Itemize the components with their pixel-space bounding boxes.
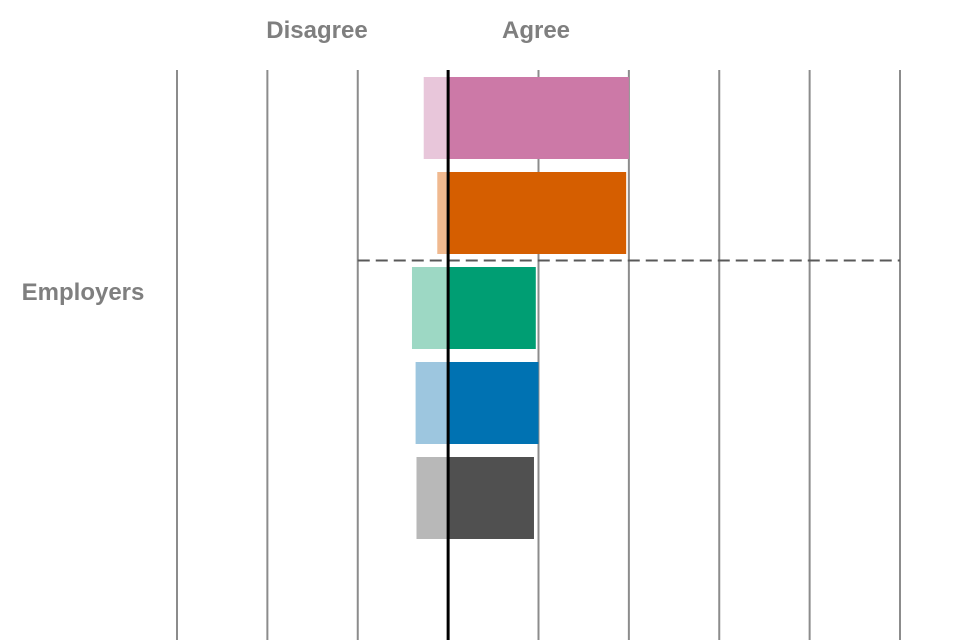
bar-disagree-5 <box>416 457 449 539</box>
agree-header: Agree <box>502 17 570 44</box>
bar-series <box>411 77 629 539</box>
bar-agree-2 <box>448 172 627 254</box>
bar-agree-4 <box>448 362 539 444</box>
bar-agree-3 <box>448 267 536 349</box>
gridlines <box>176 70 901 640</box>
disagree-header: Disagree <box>266 17 367 44</box>
bar-disagree-2 <box>437 172 449 254</box>
bar-agree-5 <box>448 457 534 539</box>
bar-disagree-3 <box>411 267 449 349</box>
group-label-employers: Employers <box>22 279 145 306</box>
bar-agree-1 <box>448 77 629 159</box>
bar-disagree-1 <box>423 77 449 159</box>
bar-disagree-4 <box>415 362 449 444</box>
